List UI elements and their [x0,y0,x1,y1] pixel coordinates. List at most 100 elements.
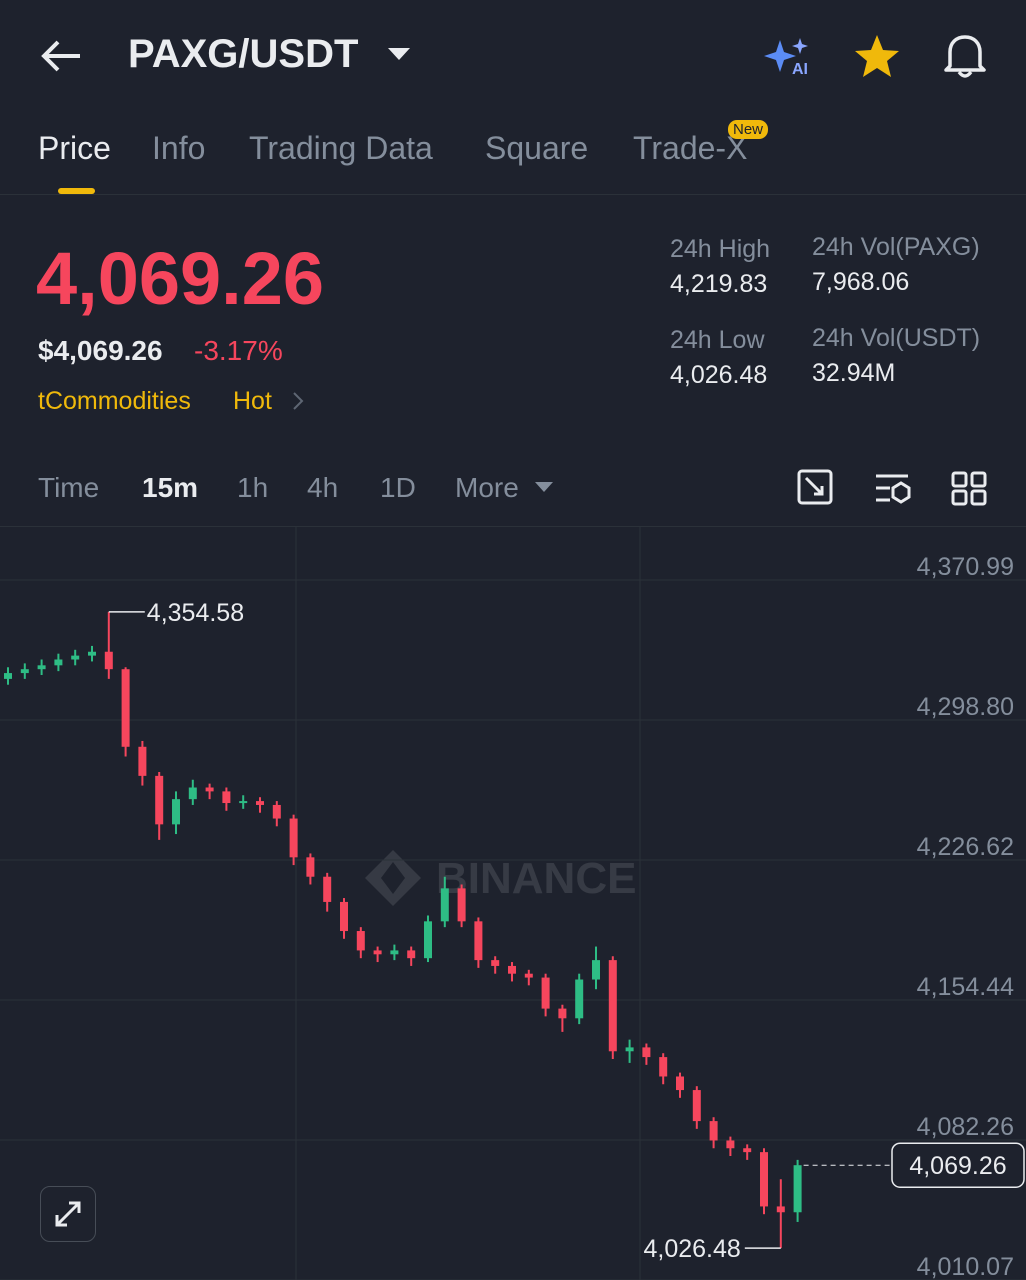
new-badge: New [728,120,769,139]
pair-title[interactable]: PAXG/USDT [128,32,359,76]
stat-value: 4,219.83 [670,270,768,298]
divider [0,526,1026,527]
interval[interactable]: 1h [237,472,269,503]
candle-body [205,787,214,792]
tag-arrow [293,392,304,410]
interval[interactable]: 15m [142,472,199,503]
candle-body [256,801,264,805]
back-button[interactable] [36,36,86,76]
y-tick-label: 4,370.99 [917,553,1014,581]
candle-body [440,888,449,922]
stat-value: 32.94M [812,359,896,387]
alert-bell[interactable] [940,30,990,80]
divider [0,194,1026,195]
tab[interactable]: Trade-X [633,130,748,166]
candle-body [390,950,399,955]
watermark-logo [365,850,421,906]
candle-body [272,804,281,819]
candle-body [188,787,197,800]
interval[interactable]: Time [38,472,100,503]
chart-settings[interactable] [872,468,916,508]
candle-body [508,965,516,974]
candle-body [709,1121,718,1141]
stat-label: 24h High [670,235,771,263]
stat-value: 4,026.48 [670,361,768,389]
candle-body [172,799,180,825]
last-price-box [891,1142,1025,1188]
candlestick-chart: BINANCE 4,010.07 4,082.26 4,154.44 4,226.62… [0,527,1026,1280]
stat-label: 24h Vol(USDT) [812,324,981,352]
layout-grid[interactable] [950,470,990,508]
candle-body [121,669,130,747]
candle-body [491,960,500,966]
ai-label: AI [792,61,808,78]
candle-body [793,1165,802,1213]
candle-body [726,1140,735,1149]
stat-label: 24h Low [670,326,765,354]
candle-body [608,960,617,1052]
chart-tool[interactable] [796,468,836,508]
more-dropdown[interactable] [534,480,554,494]
tab[interactable]: Square [485,130,589,166]
fullscreen-button[interactable] [40,1186,96,1242]
y-tick-label: 4,010.07 [917,1253,1014,1280]
candle-body [155,775,164,825]
candle-body [54,659,63,666]
usd-price: $4,069.26 [38,335,163,366]
candle-body [104,651,113,670]
candle-body [222,791,231,804]
watermark: BINANCE [436,854,636,903]
candle-body [71,655,80,660]
candle-body [642,1047,651,1058]
stat-value: 7,968.06 [812,268,910,296]
tab[interactable]: Price [38,130,111,166]
candle-body [37,665,46,670]
candle-body [407,950,416,959]
y-tick-label: 4,226.62 [917,833,1014,861]
favorite-star[interactable] [852,32,902,80]
candle-body [541,977,550,1009]
price-change: -3.17% [194,335,283,366]
candle-body [760,1152,768,1207]
y-tick-label: 4,298.80 [917,693,1014,721]
candle-body [474,921,483,961]
candle-body [558,1008,567,1019]
ai-icon[interactable]: AI [764,36,814,78]
candle-body [88,651,96,656]
tab[interactable]: Trading Data [249,130,433,166]
candle-body [676,1076,684,1091]
last-price-label: 4,069.26 [909,1152,1006,1180]
candle-body [138,746,147,776]
candle-body [424,921,432,959]
candle-body [323,876,332,902]
last-price: 4,069.26 [36,237,325,320]
candle-body [524,973,533,978]
tab-indicator [58,188,95,194]
pair-dropdown[interactable] [386,44,412,64]
candle-body [289,818,298,858]
candle-body [306,857,315,877]
stat-label: 24h Vol(PAXG) [812,233,980,261]
candle-body [575,979,584,1019]
candle-body [592,960,600,980]
interval[interactable]: More [455,472,519,503]
candle-body [659,1057,668,1077]
candle-body [4,673,12,679]
candle-body [625,1047,634,1052]
tag[interactable]: Hot [233,387,272,415]
candle-body [743,1148,752,1153]
tag[interactable]: tCommodities [38,387,191,415]
high-label: 4,354.58 [147,599,244,627]
candle-body [457,888,466,922]
interval[interactable]: 4h [307,472,339,503]
candle-body [239,801,248,804]
interval[interactable]: 1D [380,472,416,503]
tab[interactable]: Info [152,130,206,166]
y-tick-label: 4,082.26 [917,1113,1014,1141]
candle-body [340,901,348,932]
candle-body [20,669,29,674]
candle-body [356,931,365,951]
candle-body [776,1206,785,1213]
y-tick-label: 4,154.44 [917,973,1014,1001]
